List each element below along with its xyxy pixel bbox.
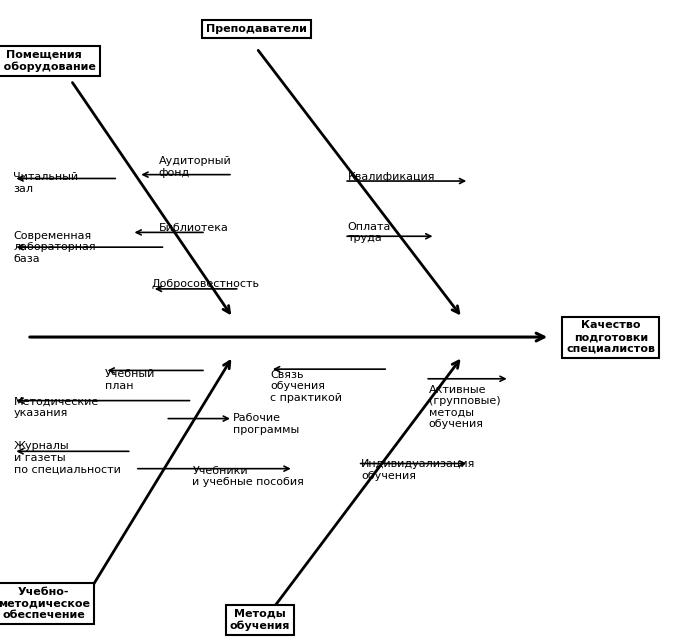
Text: Учебно-
методическое
обеспечение: Учебно- методическое обеспечение — [0, 587, 90, 620]
Text: Квалификация: Квалификация — [348, 171, 435, 182]
Text: Читальный
зал: Читальный зал — [14, 172, 78, 194]
Text: Библиотека: Библиотека — [159, 223, 229, 233]
Text: Помещения
и оборудование: Помещения и оборудование — [0, 50, 96, 72]
Text: Рабочие
программы: Рабочие программы — [233, 413, 299, 435]
Text: Современная
лабораторная
база: Современная лабораторная база — [14, 230, 96, 264]
Text: Аудиторный
фонд: Аудиторный фонд — [159, 156, 232, 178]
Text: Учебный
план: Учебный план — [105, 369, 155, 391]
Text: Учебники
и учебные пособия: Учебники и учебные пособия — [192, 465, 304, 487]
Text: Качество
подготовки
специалистов: Качество подготовки специалистов — [566, 320, 655, 354]
Text: Индивидуализация
обучения: Индивидуализация обучения — [361, 459, 475, 481]
Text: Связь
обучения
с практикой: Связь обучения с практикой — [270, 370, 342, 403]
Text: Методические
указания: Методические указания — [14, 396, 99, 418]
Text: Журналы
и газеты
по специальности: Журналы и газеты по специальности — [14, 441, 120, 474]
Text: Методы
обучения: Методы обучения — [230, 609, 290, 630]
Text: Оплата
труда: Оплата труда — [348, 221, 391, 243]
Text: Добросовестность: Добросовестность — [152, 279, 260, 290]
Text: Преподаватели: Преподаватели — [206, 24, 307, 34]
Text: Активные
(групповые)
методы
обучения: Активные (групповые) методы обучения — [429, 385, 500, 429]
